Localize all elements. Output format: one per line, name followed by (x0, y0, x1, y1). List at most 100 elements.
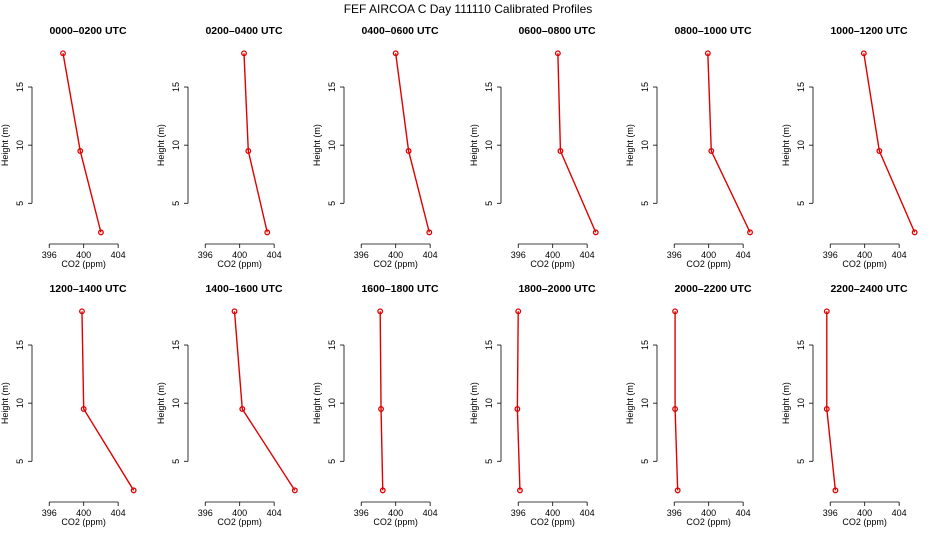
y-tick-label: 5 (796, 201, 806, 206)
panel-title: 1200–1400 UTC (49, 283, 126, 295)
y-tick-label: 10 (171, 398, 181, 408)
y-axis-label: Height (m) (0, 124, 10, 166)
profile-point (860, 50, 867, 57)
profile-point (515, 308, 522, 315)
y-tick-label: 5 (484, 459, 494, 464)
panel-1: 0000–0200 UTC 396 400 404 CO2 (ppm) 5 10 15 Heig… (0, 25, 127, 269)
profile-line (863, 53, 916, 233)
x-axis-label: CO2 (ppm) (217, 259, 262, 269)
x-axis-label: CO2 (ppm) (842, 517, 887, 527)
y-tick-label: 15 (327, 340, 337, 350)
y-tick-label: 5 (640, 459, 650, 464)
y-tick-label: 15 (484, 82, 494, 92)
x-tick-label: 400 (388, 508, 403, 518)
y-tick-label: 10 (171, 140, 181, 150)
profile-point (239, 406, 246, 412)
profile-point (377, 308, 384, 315)
panels-group: 0000–0200 UTC 396 400 404 CO2 (ppm) 5 10 15 Heig… (0, 25, 918, 527)
panel-3: 0400–0600 UTC 396 400 404 CO2 (ppm) 5 10 15 Heig… (312, 25, 439, 269)
x-tick-label: 400 (232, 508, 247, 518)
x-tick-label: 400 (76, 250, 91, 260)
y-axis-label: Height (m) (156, 382, 166, 424)
y-tick-label: 15 (796, 82, 806, 92)
profile-line (516, 311, 521, 491)
y-tick-label: 5 (327, 459, 337, 464)
panel-2: 0200–0400 UTC 396 400 404 CO2 (ppm) 5 10 15 Heig… (156, 25, 283, 269)
x-tick-label: 404 (111, 250, 126, 260)
x-tick-label: 396 (667, 250, 682, 260)
chart-title: FEF AIRCOA C Day 111110 Calibrated Profi… (344, 2, 593, 16)
y-axis-label: Height (m) (0, 382, 10, 424)
y-tick-label: 5 (171, 459, 181, 464)
y-tick-label: 10 (327, 140, 337, 150)
y-axis-label: Height (m) (312, 382, 322, 424)
y-tick-label: 15 (640, 340, 650, 350)
y-tick-label: 10 (327, 398, 337, 408)
profile-point (241, 50, 247, 57)
profile-point (823, 406, 830, 412)
x-axis-label: CO2 (ppm) (61, 259, 106, 269)
x-tick-label: 400 (857, 508, 872, 518)
y-axis-label: Height (m) (469, 382, 479, 424)
y-tick-label: 15 (484, 340, 494, 350)
x-tick-label: 404 (111, 508, 126, 518)
y-axis-label: Height (m) (469, 124, 479, 166)
profile-line (62, 53, 102, 233)
panel-title: 1800–2000 UTC (518, 283, 595, 295)
profile-point (80, 406, 87, 412)
profile-line (394, 53, 430, 233)
y-tick-label: 15 (15, 82, 25, 92)
y-tick-label: 10 (15, 398, 25, 408)
profile-line (81, 311, 135, 491)
profile-point (672, 406, 679, 412)
x-tick-label: 404 (423, 250, 438, 260)
y-tick-label: 10 (796, 140, 806, 150)
x-tick-label: 396 (511, 508, 526, 518)
panel-4: 0600–0800 UTC 396 400 404 CO2 (ppm) 5 10 15 Heig… (469, 25, 599, 269)
profile-point (60, 50, 66, 57)
profile-point (708, 148, 715, 154)
profile-point (405, 148, 412, 154)
profile-point (426, 229, 433, 236)
profile-point (592, 229, 599, 236)
x-axis-label: CO2 (ppm) (842, 259, 887, 269)
y-tick-label: 5 (796, 459, 806, 464)
x-tick-label: 400 (388, 250, 403, 260)
profile-point (231, 308, 238, 315)
panel-7: 1200–1400 UTC 396 400 404 CO2 (ppm) 5 10 15 Heig… (0, 283, 137, 527)
y-tick-label: 5 (15, 201, 25, 206)
y-tick-label: 5 (640, 201, 650, 206)
x-tick-label: 404 (267, 508, 282, 518)
x-tick-label: 396 (667, 508, 682, 518)
x-tick-label: 404 (892, 250, 907, 260)
profile-point (747, 229, 753, 236)
panel-title: 0200–0400 UTC (205, 25, 282, 37)
panel-title: 0000–0200 UTC (49, 25, 126, 37)
profile-point (379, 487, 386, 494)
x-tick-label: 404 (580, 508, 595, 518)
profile-point (832, 487, 839, 494)
profile-point (77, 148, 84, 154)
y-tick-label: 10 (484, 398, 494, 408)
profile-line (557, 53, 597, 233)
panel-title: 1600–1800 UTC (361, 283, 438, 295)
profile-point (876, 148, 883, 154)
x-axis-label: CO2 (ppm) (217, 517, 262, 527)
y-tick-label: 5 (15, 459, 25, 464)
panel-title: 0400–0600 UTC (361, 25, 438, 37)
x-tick-label: 400 (545, 250, 560, 260)
y-axis-label: Height (m) (156, 124, 166, 166)
x-tick-label: 404 (892, 508, 907, 518)
profile-point (911, 229, 918, 236)
profile-point (672, 308, 679, 315)
profile-line (243, 53, 268, 233)
x-tick-label: 396 (354, 508, 369, 518)
x-tick-label: 396 (42, 250, 57, 260)
profile-point (514, 406, 521, 412)
x-axis-label: CO2 (ppm) (686, 259, 731, 269)
profile-line (233, 311, 296, 491)
y-tick-label: 5 (171, 201, 181, 206)
x-tick-label: 396 (823, 250, 838, 260)
